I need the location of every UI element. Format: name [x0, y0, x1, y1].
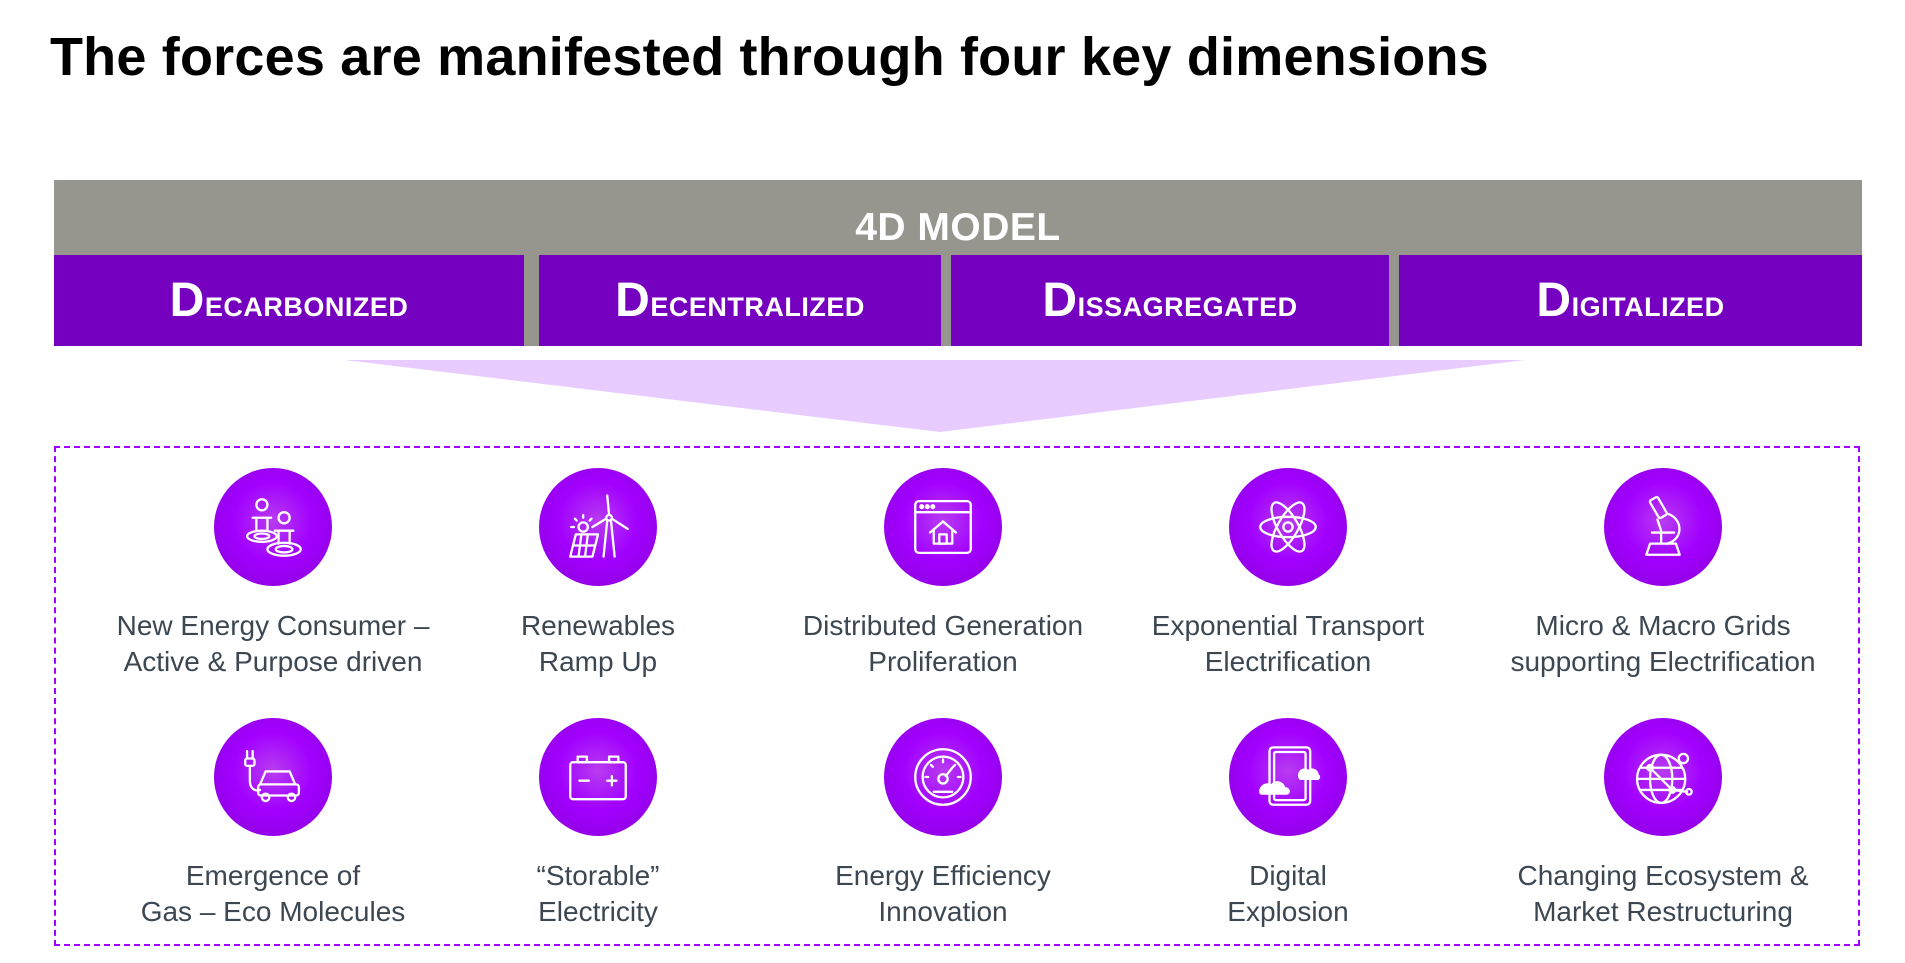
- dimension-digitalized: Digitalized: [1399, 255, 1862, 346]
- item-label-line: Energy Efficiency: [835, 860, 1051, 891]
- wind-solar-icon: [539, 468, 657, 586]
- item-label-line: Changing Ecosystem &: [1517, 860, 1809, 891]
- item-label-line: Distributed Generation: [802, 610, 1084, 641]
- item-label-line: Ramp Up: [538, 646, 658, 677]
- dimension-decarbonized: Decarbonized: [54, 255, 524, 346]
- item-label-line: Gas – Eco Molecules: [140, 896, 406, 927]
- dimension-label: Decentralized: [615, 274, 865, 327]
- item-digital-explosion: Digital Explosion: [1118, 718, 1458, 930]
- item-renewables: Renewables Ramp Up: [428, 468, 768, 680]
- gauge-icon: [884, 718, 1002, 836]
- people-target-icon: [214, 468, 332, 586]
- item-distributed-generation: Distributed Generation Proliferation: [773, 468, 1113, 680]
- item-changing-ecosystem: Changing Ecosystem & Market Restructurin…: [1493, 718, 1833, 930]
- item-micro-macro-grids: Micro & Macro Grids supporting Electrifi…: [1493, 468, 1833, 680]
- item-label-line: New Energy Consumer –: [116, 610, 430, 641]
- dimension-label: Digitalized: [1536, 274, 1725, 327]
- item-label-line: Market Restructuring: [1533, 896, 1793, 927]
- globe-network-icon: [1604, 718, 1722, 836]
- item-new-energy-consumer: New Energy Consumer – Active & Purpose d…: [103, 468, 443, 680]
- dimension-dissagregated: Dissagregated: [951, 255, 1389, 346]
- item-label-line: Renewables: [520, 610, 676, 641]
- item-label-line: Proliferation: [868, 646, 1018, 677]
- item-label-line: Digital: [1249, 860, 1327, 891]
- dimension-label: Decarbonized: [169, 274, 409, 327]
- item-label-line: Micro & Macro Grids: [1535, 610, 1791, 641]
- item-label-line: supporting Electrification: [1510, 646, 1816, 677]
- item-label-line: Electricity: [538, 896, 658, 927]
- window-house-icon: [884, 468, 1002, 586]
- item-storable-electricity: “Storable” Electricity: [428, 718, 768, 930]
- item-eco-molecules: Emergence of Gas – Eco Molecules: [103, 718, 443, 930]
- tablet-cloud-icon: [1229, 718, 1347, 836]
- model-label: 4D MODEL: [855, 206, 1061, 249]
- item-label-line: Exponential Transport: [1151, 610, 1425, 641]
- item-transport-electrification: Exponential Transport Electrification: [1118, 468, 1458, 680]
- item-label-line: Emergence of: [185, 860, 361, 891]
- item-energy-efficiency: Energy Efficiency Innovation: [773, 718, 1113, 930]
- dimension-label: Dissagregated: [1042, 274, 1298, 327]
- atom-icon: [1229, 468, 1347, 586]
- item-label-line: “Storable”: [536, 860, 660, 891]
- item-label-line: Electrification: [1204, 646, 1372, 677]
- item-label-line: Active & Purpose driven: [123, 646, 423, 677]
- battery-icon: [539, 718, 657, 836]
- funnel-arrow: [345, 360, 1525, 432]
- dimension-decentralized: Decentralized: [539, 255, 941, 346]
- item-label-line: Explosion: [1227, 896, 1349, 927]
- microscope-icon: [1604, 468, 1722, 586]
- item-label-line: Innovation: [878, 896, 1008, 927]
- plug-car-icon: [214, 718, 332, 836]
- dimensions-container: [54, 446, 1860, 946]
- page-title: The forces are manifested through four k…: [50, 27, 1489, 87]
